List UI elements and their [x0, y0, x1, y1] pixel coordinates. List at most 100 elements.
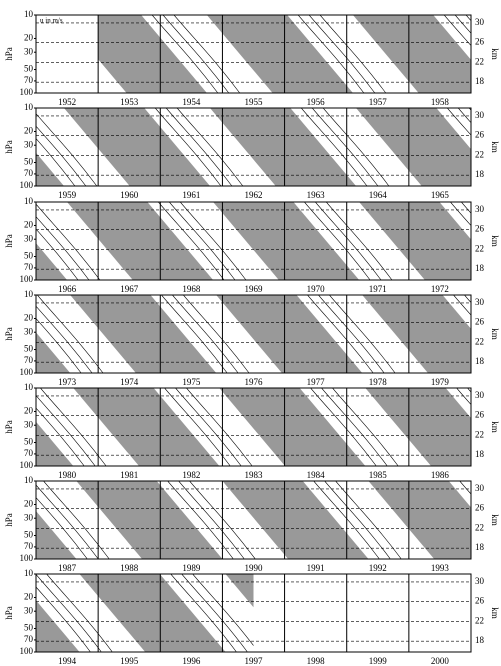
shading	[36, 202, 471, 280]
y2-axis-label: km	[490, 235, 500, 247]
y-axis-label: hPa	[4, 513, 14, 527]
y2-axis-label: km	[490, 421, 500, 433]
x-tick-label: 1971	[369, 284, 387, 294]
shading	[36, 388, 471, 466]
y-tick-label: 30	[24, 512, 34, 522]
y-axis-label: hPa	[4, 606, 14, 620]
contour-line	[36, 228, 79, 280]
easterly-phase	[368, 481, 471, 559]
annotation: u in m/s	[40, 17, 63, 25]
y-tick-label: 70	[24, 355, 34, 365]
y2-tick-label: 26	[475, 596, 485, 606]
x-tick-label: 1980	[58, 470, 77, 480]
y-tick-label: 30	[24, 46, 34, 56]
y2-tick-label: 26	[475, 37, 485, 47]
x-tick-label: 1994	[58, 656, 77, 666]
easterly-phase	[36, 152, 64, 186]
x-tick-label: 1973	[58, 377, 77, 387]
y-tick-label: 100	[20, 274, 34, 284]
easterly-phase	[219, 388, 366, 466]
x-tick-label: 1965	[431, 190, 450, 200]
x-tick-label: 1954	[182, 97, 201, 107]
x-tick-label: 1993	[431, 563, 450, 573]
x-tick-label: 1983	[245, 470, 264, 480]
shading	[36, 574, 254, 652]
contour-line	[307, 295, 374, 373]
contour-line	[6, 15, 72, 93]
y-tick-label: 10	[24, 475, 34, 485]
y2-tick-label: 26	[475, 130, 485, 140]
contour-line	[183, 295, 250, 373]
y-tick-label: 10	[24, 9, 34, 19]
contour-line	[311, 108, 379, 186]
contour-line	[456, 388, 471, 405]
y2-tick-label: 18	[475, 356, 485, 366]
y-tick-label: 100	[20, 460, 34, 470]
y2-tick-label: 30	[475, 483, 485, 493]
y-tick-label: 50	[24, 251, 34, 261]
y-tick-label: 70	[24, 448, 34, 458]
contour-line	[36, 497, 88, 559]
x-tick-label: 1979	[431, 377, 450, 387]
x-tick-label: 1985	[369, 470, 388, 480]
y-tick-label: 100	[20, 646, 34, 656]
x-tick-label: 2000	[431, 656, 450, 666]
y2-tick-label: 30	[475, 110, 485, 120]
easterly-phase	[63, 108, 210, 186]
y-tick-label: 20	[24, 126, 34, 136]
y-tick-label: 100	[20, 553, 34, 563]
contour-line	[161, 295, 228, 373]
x-tick-label: 1957	[369, 97, 388, 107]
contour-line	[332, 388, 399, 466]
y-axis-label: hPa	[4, 47, 14, 61]
contour-line	[322, 108, 390, 186]
y-tick-label: 10	[24, 382, 34, 392]
x-tick-label: 1955	[245, 97, 264, 107]
frame	[35, 107, 472, 187]
y2-tick-label: 30	[475, 17, 485, 27]
contour-line	[447, 108, 471, 136]
x-tick-label: 1963	[307, 190, 326, 200]
y-tick-label: 70	[24, 541, 34, 551]
easterly-phase	[210, 108, 357, 186]
y-axis-label: hPa	[4, 420, 14, 434]
contour-line	[297, 15, 365, 93]
easterly-phase	[36, 243, 68, 280]
x-tick-label: 1978	[369, 377, 388, 387]
x-tick-label: 1984	[307, 470, 326, 480]
x-tick-label: 1988	[120, 563, 139, 573]
y-tick-label: 10	[24, 568, 34, 578]
y-tick-label: 30	[24, 233, 34, 243]
contour-line	[321, 388, 388, 466]
x-tick-label: 1956	[307, 97, 326, 107]
y-tick-label: 10	[24, 196, 34, 206]
y2-tick-label: 22	[475, 615, 484, 625]
y-tick-label: 30	[24, 139, 34, 149]
y-tick-label: 70	[24, 168, 34, 178]
y-tick-label: 70	[24, 75, 34, 85]
frame	[35, 201, 472, 281]
x-tick-label: 1997	[245, 656, 264, 666]
x-tick-label: 1976	[245, 377, 264, 387]
x-tick-label: 1999	[369, 656, 388, 666]
y-tick-label: 50	[24, 623, 34, 633]
y2-tick-label: 22	[475, 336, 484, 346]
x-tick-label: 1987	[58, 563, 77, 573]
y2-tick-label: 18	[475, 635, 485, 645]
y-axis-label: hPa	[4, 140, 14, 154]
x-tick-label: 1995	[120, 656, 139, 666]
y-tick-label: 50	[24, 437, 34, 447]
y-tick-label: 50	[24, 157, 34, 167]
y2-tick-label: 22	[475, 149, 484, 159]
frame	[35, 480, 472, 560]
contour-line	[192, 574, 254, 647]
y2-tick-label: 18	[475, 263, 485, 273]
x-tick-label: 1981	[120, 470, 138, 480]
x-tick-label: 1998	[307, 656, 326, 666]
y2-axis-label: km	[490, 514, 500, 526]
x-tick-label: 1964	[369, 190, 388, 200]
x-tick-label: 1968	[182, 284, 201, 294]
y-tick-label: 50	[24, 64, 34, 74]
y-tick-label: 50	[24, 530, 34, 540]
contour-line	[28, 15, 94, 93]
